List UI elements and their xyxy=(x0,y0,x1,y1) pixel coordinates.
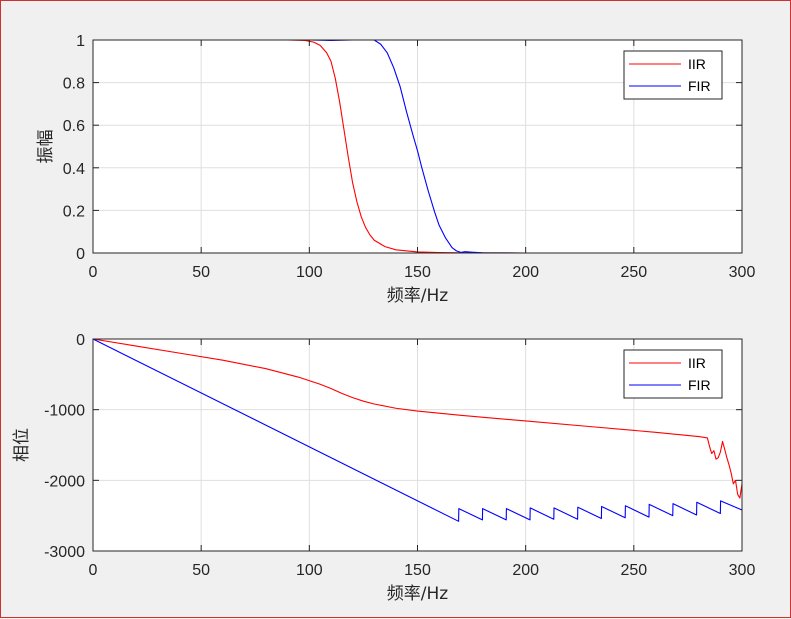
chart2-series-iir-line xyxy=(93,339,742,499)
chart2-y-tick-label: -3000 xyxy=(44,544,85,561)
chart1-y-tick-label: 0.4 xyxy=(63,161,85,178)
chart2-y-axis-label: 相位 xyxy=(12,428,32,462)
chart2-x-tick-label: 250 xyxy=(620,562,647,579)
chart1-x-tick-label: 0 xyxy=(89,264,98,281)
chart2-x-tick-label: 300 xyxy=(729,562,756,579)
chart2-x-tick-label: 150 xyxy=(404,562,431,579)
chart1-y-tick-label: 0.8 xyxy=(63,76,85,93)
chart1-legend-label-fir: FIR xyxy=(688,78,711,94)
chart1-x-tick-label: 100 xyxy=(296,264,323,281)
chart2-x-tick-label: 0 xyxy=(89,562,98,579)
chart1-x-tick-label: 200 xyxy=(512,264,539,281)
chart2-legend-label-fir: FIR xyxy=(688,377,711,393)
chart1-y-tick-label: 0.2 xyxy=(63,203,85,220)
chart1-series-fir-line xyxy=(93,40,742,253)
chart1-y-tick-label: 0.6 xyxy=(63,118,85,135)
chart2-plot: 0 50 100 150 200 250 300 -3000 -2000 -1000 0 频率/Hz 相… xyxy=(12,332,755,604)
chart1-x-tick-label: 50 xyxy=(192,264,210,281)
chart2-legend-box xyxy=(623,349,723,399)
chart2-legend-label-iir: IIR xyxy=(688,355,706,371)
chart2-x-tick-label: 200 xyxy=(512,562,539,579)
chart1-y-tick-label: 1 xyxy=(76,33,85,50)
chart1-y-tick-label: 0 xyxy=(76,246,85,263)
chart1-legend: IIR FIR xyxy=(623,50,723,100)
chart2-series-fir-line xyxy=(93,339,742,522)
chart1-x-tick-label: 150 xyxy=(404,264,431,281)
chart2-y-tick-label: -1000 xyxy=(44,403,85,420)
chart1-y-axis-label: 振幅 xyxy=(36,130,56,164)
chart2-legend: IIR FIR xyxy=(623,349,723,399)
chart1-x-tick-label: 250 xyxy=(620,264,647,281)
chart2-x-tick-label: 100 xyxy=(296,562,323,579)
chart1-x-tick-label: 300 xyxy=(729,264,756,281)
chart2-y-tick-label: -2000 xyxy=(44,473,85,490)
chart2-y-tick-label: 0 xyxy=(76,332,85,349)
chart1-plot: 0 50 100 150 200 250 300 0 0.2 0.4 0.6 0.8 1 频率/Hz 振幅 I… xyxy=(36,33,755,306)
chart2-x-tick-label: 50 xyxy=(192,562,210,579)
chart1-legend-label-iir: IIR xyxy=(688,56,706,72)
chart1-x-axis-label: 频率/Hz xyxy=(387,286,449,306)
chart1-legend-box xyxy=(623,50,723,100)
chart2-x-axis-label: 频率/Hz xyxy=(387,584,449,604)
